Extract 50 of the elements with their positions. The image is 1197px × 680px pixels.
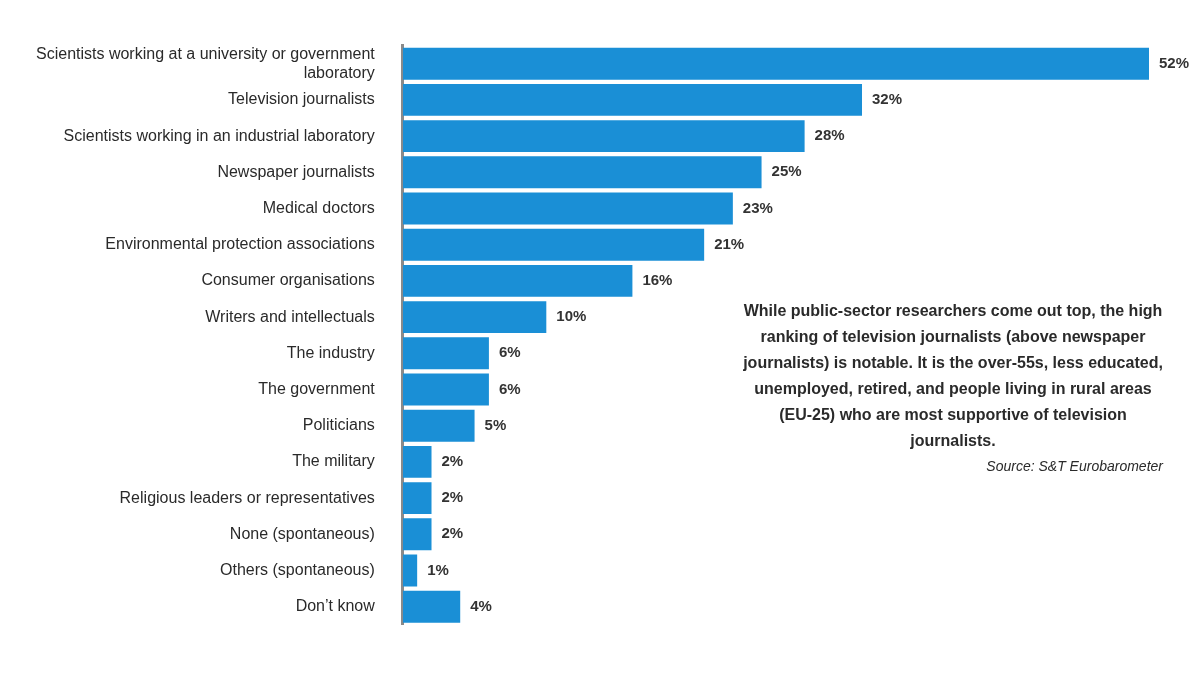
data-label: 1% bbox=[427, 560, 449, 578]
y-tick-label: The industry bbox=[286, 343, 375, 361]
bar bbox=[402, 373, 489, 406]
data-label: 5% bbox=[484, 415, 507, 433]
bar bbox=[402, 192, 733, 225]
data-label: 25% bbox=[771, 162, 802, 180]
data-label: 2% bbox=[441, 452, 464, 470]
bar bbox=[402, 337, 489, 370]
y-tick-label: Environmental protection associations bbox=[105, 235, 375, 253]
data-label: 4% bbox=[470, 596, 492, 614]
y-tick-label: The government bbox=[258, 379, 376, 397]
bar bbox=[402, 120, 805, 153]
y-tick-label: Scientists working at a university or government laboratory bbox=[36, 44, 376, 81]
data-label: 52% bbox=[1159, 53, 1190, 71]
bar bbox=[402, 47, 1149, 80]
data-label: 2% bbox=[441, 488, 464, 506]
annotation: Source: S&T Eurobarometer bbox=[985, 458, 1163, 474]
data-label: 16% bbox=[642, 271, 673, 289]
data-label: 6% bbox=[498, 379, 521, 397]
bar bbox=[402, 156, 762, 189]
y-tick-label: The military bbox=[292, 452, 375, 470]
bar bbox=[402, 409, 475, 442]
bar bbox=[402, 228, 705, 261]
bar bbox=[402, 482, 432, 515]
bar bbox=[402, 590, 461, 623]
data-label: 23% bbox=[742, 198, 773, 216]
y-tick-label: Politicians bbox=[302, 416, 375, 434]
bar bbox=[402, 301, 547, 334]
bar bbox=[402, 264, 633, 297]
y-tick-label: Medical doctors bbox=[262, 198, 375, 216]
bar bbox=[402, 83, 863, 116]
y-tick-label: Others (spontaneous) bbox=[220, 560, 375, 578]
bar bbox=[402, 518, 432, 551]
y-tick-label: Scientists working in an industrial laboratory bbox=[63, 126, 375, 144]
data-label: 2% bbox=[441, 524, 464, 542]
y-tick-label: Television journalists bbox=[228, 90, 375, 108]
data-label: 10% bbox=[556, 307, 587, 325]
data-label: 21% bbox=[714, 234, 745, 252]
y-tick-label: Religious leaders or representatives bbox=[119, 488, 375, 506]
data-label: 6% bbox=[498, 343, 521, 361]
annotation: While public-sector researchers come out top, the high ranking of television journalists (above newspaper journalists) is notable. It is the over-55s, less educated, unemployed, retired, and people living in rural areas (EU-25) who are most supportive of television journalists. bbox=[743, 301, 1163, 451]
y-tick-label: Newspaper journalists bbox=[217, 162, 375, 180]
data-label: 32% bbox=[872, 90, 903, 108]
y-tick-label: None (spontaneous) bbox=[229, 524, 375, 542]
y-tick-label: Writers and intellectuals bbox=[205, 307, 375, 325]
bar bbox=[402, 445, 432, 478]
data-label: 28% bbox=[814, 126, 845, 144]
bar bbox=[402, 554, 418, 587]
y-tick-label: Don’t know bbox=[295, 597, 376, 615]
y-tick-label: Consumer organisations bbox=[201, 271, 375, 289]
